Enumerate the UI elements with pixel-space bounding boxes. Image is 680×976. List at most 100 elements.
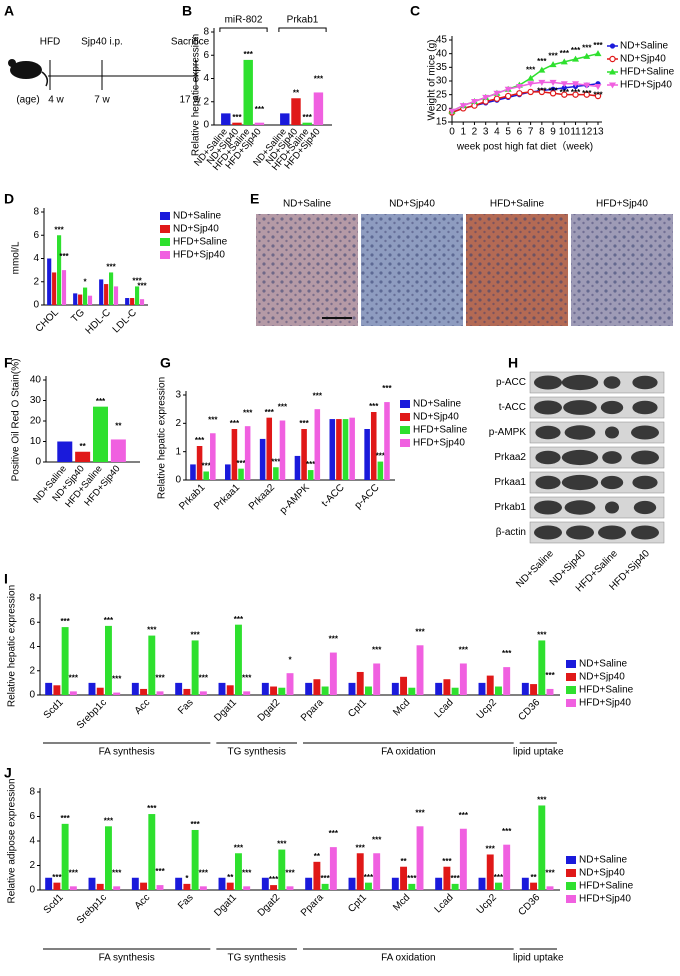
- blot-band: [563, 400, 597, 415]
- significance: ***: [571, 46, 581, 55]
- western-blot: p-ACC t-ACC p-AMPK Prkaa2 Prkaa1 Prkab1 β-acti…: [489, 371, 665, 594]
- significance: ***: [106, 263, 116, 272]
- protein-label: β-actin: [496, 527, 526, 538]
- bar: [329, 652, 337, 695]
- x-tick-label: CHOL: [34, 307, 62, 335]
- x-tick-label: 0: [449, 127, 455, 138]
- significance: ***: [199, 673, 209, 682]
- legend-label: ND+Saline: [579, 659, 628, 670]
- blot-band: [631, 425, 659, 440]
- significance: ***: [269, 875, 279, 884]
- significance: ***: [372, 646, 382, 655]
- significance: ***: [502, 827, 512, 836]
- bar: [307, 470, 314, 480]
- significance: **: [314, 852, 321, 861]
- bar: [365, 686, 372, 695]
- y-tick-label: 4: [203, 73, 209, 84]
- timeline: HFD Sjp40 i.p. Sacrifice (age) 4 w 7 w 1…: [8, 37, 210, 106]
- bar: [503, 844, 511, 890]
- x-tick-label: Fas: [176, 892, 196, 912]
- panel-label: E: [250, 191, 259, 207]
- mouse-tail: [41, 71, 49, 87]
- bar: [521, 682, 529, 695]
- x-tick-label: p-AMPK: [278, 482, 312, 516]
- bar: [278, 687, 286, 695]
- point: [609, 43, 616, 49]
- point: [594, 83, 602, 90]
- y-axis-label: Relative adipose expression: [7, 778, 18, 903]
- significance: ***: [60, 814, 70, 823]
- bar: [321, 686, 329, 695]
- bar: [183, 688, 191, 695]
- bar: [266, 417, 273, 480]
- significance: ***: [69, 868, 79, 877]
- bar: [88, 682, 96, 695]
- x-tick-label: t-ACC: [320, 482, 347, 509]
- y-tick-label: 0: [29, 690, 35, 701]
- bar: [104, 284, 109, 305]
- blot-band: [632, 375, 658, 390]
- significance: *: [185, 874, 189, 883]
- bar: [435, 877, 443, 890]
- bar: [313, 861, 321, 890]
- y-tick-label: 25: [436, 89, 448, 100]
- legend-label: ND+Saline: [413, 399, 462, 410]
- point: [470, 99, 478, 105]
- significance: **: [293, 88, 300, 97]
- panel-label: I: [4, 571, 8, 587]
- significance: ***: [54, 225, 64, 234]
- point: [538, 66, 546, 73]
- bar: [302, 122, 312, 125]
- x-tick-label: Prkab1: [177, 482, 207, 512]
- blot-band: [633, 500, 657, 515]
- legend-label: ND+Saline: [173, 211, 222, 222]
- micrograph-texture: [466, 214, 568, 326]
- y-tick-label: 8: [203, 27, 209, 38]
- y-tick-label: 2: [175, 418, 181, 429]
- panel-label: H: [508, 355, 518, 371]
- bar: [254, 122, 265, 125]
- micrograph-texture: [571, 214, 673, 326]
- bar: [259, 438, 266, 480]
- significance: ***: [459, 811, 469, 820]
- bar: [175, 682, 183, 695]
- significance: ***: [560, 88, 570, 97]
- category-label: Prkab1: [287, 15, 319, 26]
- significance: ***: [202, 462, 212, 471]
- significance: ***: [104, 616, 114, 625]
- bar: [495, 882, 502, 890]
- legend-swatch: [566, 856, 576, 864]
- bar: [365, 882, 372, 890]
- significance: ***: [502, 649, 512, 658]
- legend-swatch: [566, 882, 576, 890]
- legend-swatch: [400, 400, 410, 408]
- y-axis-label: Weight of mice (g): [427, 40, 438, 121]
- bar: [73, 293, 78, 305]
- legend-swatch: [400, 439, 410, 447]
- y-tick-label: 20: [436, 103, 448, 114]
- y-tick-label: 0: [33, 300, 39, 311]
- bar: [175, 877, 183, 890]
- significance: ***: [459, 646, 469, 655]
- significance: ***: [299, 419, 309, 428]
- bar: [349, 417, 355, 480]
- panel-label: B: [182, 3, 192, 19]
- blot-band: [561, 474, 599, 491]
- bar: [113, 692, 121, 695]
- bar: [370, 412, 377, 480]
- y-axis-label: Relative hepatic expression: [157, 377, 168, 499]
- bar: [384, 402, 390, 480]
- x-tick-label: Acc: [133, 892, 153, 912]
- x-tick-label: TG: [69, 307, 87, 325]
- bar: [232, 122, 242, 125]
- bar: [225, 464, 231, 480]
- bar: [443, 679, 451, 695]
- bar: [93, 406, 109, 462]
- point: [561, 91, 568, 98]
- bar: [270, 885, 278, 890]
- bar: [459, 828, 467, 890]
- bar: [408, 883, 416, 890]
- bar: [156, 691, 164, 695]
- bar: [416, 826, 424, 890]
